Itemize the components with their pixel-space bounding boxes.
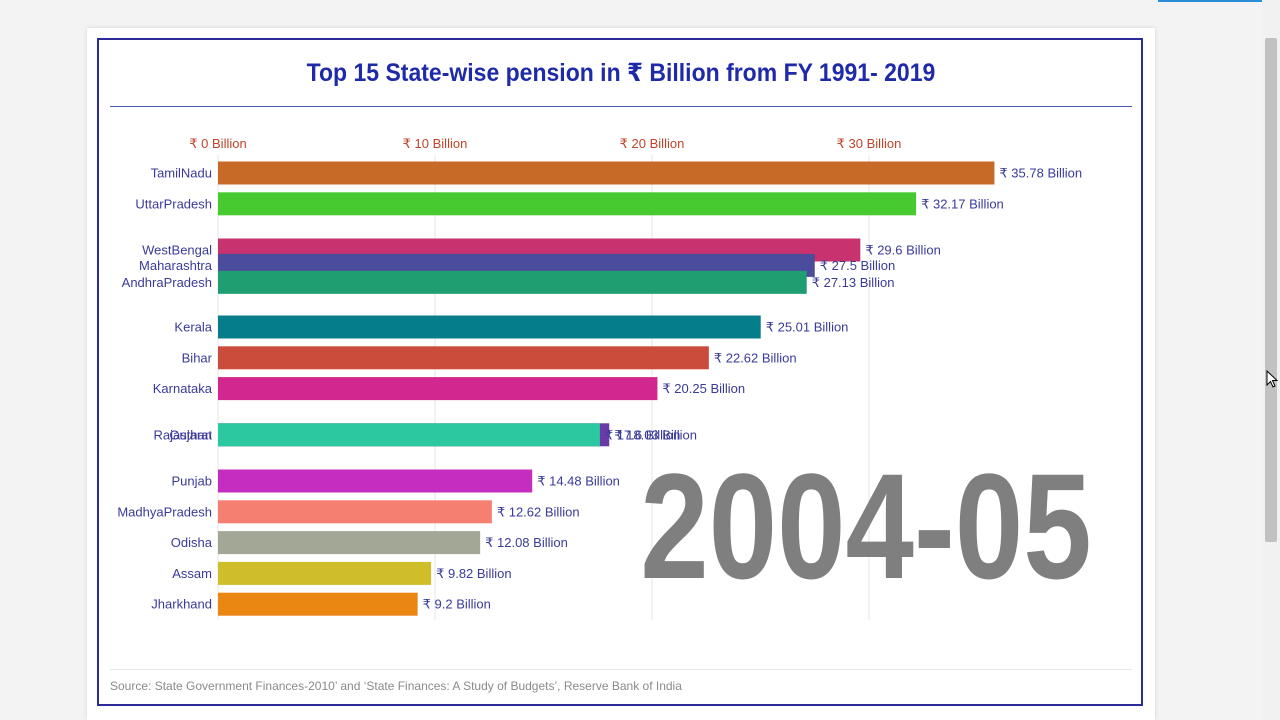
bar-group: Punjab ₹ 14.48 Billion (172, 469, 620, 493)
value-label: ₹ 12.08 Billion (485, 535, 568, 550)
bar-group: MadhyaPradesh ₹ 12.62 Billion (117, 500, 580, 524)
source-note: Source: State Government Finances-2010’ … (110, 679, 682, 693)
bar (218, 161, 995, 185)
bars: TamilNadu ₹ 35.78 Billion UttarPradesh ₹ 32… (117, 161, 1082, 616)
bar (218, 315, 761, 339)
category-label: Bihar (182, 350, 213, 365)
x-tick-label: ₹ 0 Billion (189, 136, 246, 151)
value-label: ₹ 32.17 Billion (921, 196, 1004, 211)
category-label: Odisha (171, 535, 213, 550)
bar-group: Gujarat ₹ 17.6 Billion (169, 423, 680, 447)
page-header (0, 0, 1280, 6)
value-label: ₹ 9.82 Billion (436, 566, 511, 581)
category-label: Gujarat (169, 427, 212, 442)
x-axis-ticks: ₹ 0 Billion ₹ 10 Billion ₹ 20 Billion ₹ 30 … (189, 136, 901, 151)
bar-group: Odisha ₹ 12.08 Billion (171, 531, 568, 555)
bar-group: Assam ₹ 9.82 Billion (172, 561, 512, 585)
title-divider (110, 106, 1132, 107)
bar (218, 377, 658, 401)
value-label: ₹ 29.6 Billion (865, 243, 940, 258)
bar-group: Kerala ₹ 25.01 Billion (174, 315, 849, 339)
value-label: ₹ 22.62 Billion (714, 350, 797, 365)
period-watermark: 2004-05 (640, 443, 1091, 610)
bar (218, 270, 807, 294)
bar (218, 423, 600, 447)
bar (218, 561, 432, 585)
value-label: ₹ 18.03 Billion (614, 427, 697, 442)
watermark-layer: 2004-05 (640, 443, 1091, 610)
category-label: Jharkhand (151, 597, 212, 612)
value-label: ₹ 14.48 Billion (537, 474, 620, 489)
source-divider (110, 669, 1132, 670)
category-label: Assam (172, 566, 212, 581)
category-label: Kerala (174, 320, 212, 335)
chart-title: Top 15 State-wise pension in ₹ Billion f… (306, 59, 936, 87)
bar (218, 192, 917, 216)
category-label: TamilNadu (151, 166, 212, 181)
x-tick-label: ₹ 10 Billion (403, 136, 468, 151)
category-label: Rajasthan (153, 427, 212, 442)
category-label: Karnataka (153, 381, 213, 396)
bar (218, 500, 492, 524)
value-label: ₹ 17.6 Billion (605, 427, 680, 442)
value-label: ₹ 27.5 Billion (820, 258, 895, 273)
value-label: ₹ 12.62 Billion (497, 504, 580, 519)
value-label: ₹ 35.78 Billion (999, 166, 1082, 181)
category-label: WestBengal (142, 243, 212, 258)
category-label: AndhraPradesh (122, 275, 212, 290)
category-label: UttarPradesh (135, 196, 212, 211)
category-label: Maharashtra (139, 258, 213, 273)
bar (218, 469, 533, 493)
bar-group: Bihar ₹ 22.62 Billion (182, 346, 797, 370)
bar (218, 531, 481, 555)
bar-group: TamilNadu ₹ 35.78 Billion (151, 161, 1082, 185)
header-cta-strip[interactable] (1158, 0, 1262, 2)
category-label: MadhyaPradesh (117, 504, 212, 519)
bar-group: UttarPradesh ₹ 32.17 Billion (135, 192, 1004, 216)
x-tick-label: ₹ 20 Billion (620, 136, 685, 151)
value-label: ₹ 25.01 Billion (766, 320, 849, 335)
value-label: ₹ 9.2 Billion (423, 597, 491, 612)
bar (218, 592, 418, 616)
scrollbar-thumb[interactable] (1265, 38, 1277, 542)
value-label: ₹ 27.13 Billion (812, 275, 895, 290)
value-label: ₹ 20.25 Billion (662, 381, 745, 396)
bar-group: Jharkhand ₹ 9.2 Billion (151, 592, 491, 616)
x-tick-label: ₹ 30 Billion (837, 136, 902, 151)
bar-group: AndhraPradesh ₹ 27.13 Billion (122, 270, 895, 294)
bar (218, 346, 709, 370)
mouse-cursor-icon (1266, 370, 1278, 388)
category-label: Punjab (172, 474, 212, 489)
bar-group: Karnataka ₹ 20.25 Billion (153, 377, 745, 401)
